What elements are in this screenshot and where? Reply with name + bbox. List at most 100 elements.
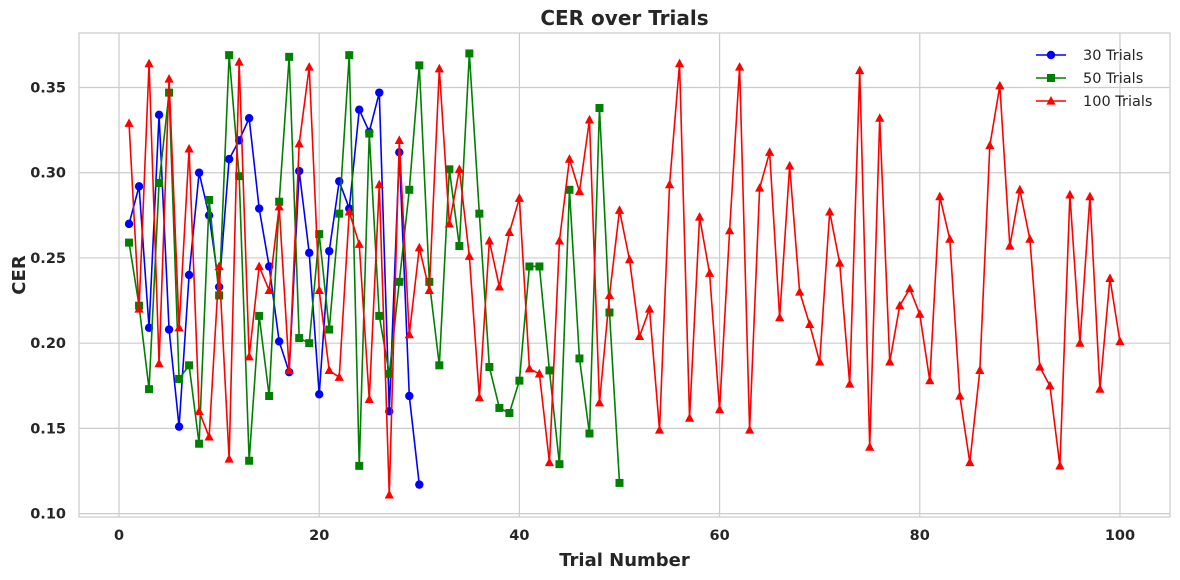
series-2-point xyxy=(225,51,234,60)
series-2-point xyxy=(215,291,224,300)
series-3-point xyxy=(745,425,755,434)
plot-area xyxy=(78,32,1171,518)
series-3-point xyxy=(534,368,545,378)
series-1-point xyxy=(355,105,364,114)
series-2-point xyxy=(595,103,604,112)
series-3-point xyxy=(634,331,645,340)
series-3-point xyxy=(204,431,214,441)
series-2-point xyxy=(195,439,204,448)
series-3-point xyxy=(414,242,424,252)
series-1-point xyxy=(244,114,254,123)
series-2-point xyxy=(585,429,594,438)
series-3-point xyxy=(805,319,815,329)
series-3-point xyxy=(284,365,294,375)
series-2-point xyxy=(345,51,354,60)
series-3-point xyxy=(895,300,905,310)
series-3-point xyxy=(1075,338,1085,347)
legend-marker xyxy=(1047,74,1055,82)
series-3-point xyxy=(985,140,995,150)
series-3-point xyxy=(975,365,985,375)
series-2-point xyxy=(285,52,294,61)
series-3-point xyxy=(925,375,935,385)
series-1-point xyxy=(174,422,184,431)
series-3-point xyxy=(694,212,705,221)
series-2-point xyxy=(185,361,194,370)
series-3-point xyxy=(304,62,314,71)
series-3-point xyxy=(524,363,535,373)
series-3-point xyxy=(624,254,635,264)
y-tick-label: 0.10 xyxy=(30,507,66,523)
series-group xyxy=(124,49,1125,499)
y-tick-label: 0.20 xyxy=(30,336,66,352)
series-2-point xyxy=(575,354,584,363)
x-tick-label: 100 xyxy=(1105,528,1135,544)
series-3-point xyxy=(464,251,474,260)
series-3-point xyxy=(1065,189,1075,199)
series-2-point xyxy=(415,61,424,70)
series-1-point xyxy=(325,246,334,256)
series-2-point xyxy=(465,49,474,58)
series-3-point xyxy=(474,392,484,402)
series-3-point xyxy=(544,457,555,467)
series-2-point xyxy=(565,185,574,194)
series-2-point xyxy=(545,366,554,375)
series-3-point xyxy=(404,329,414,339)
series-3-point xyxy=(915,309,925,318)
series-2-point xyxy=(455,242,464,251)
series-3-point xyxy=(795,287,805,296)
series-3-point xyxy=(244,351,254,361)
series-2-point xyxy=(385,369,394,378)
series-3-point xyxy=(324,365,334,375)
x-tick-label: 80 xyxy=(910,528,930,544)
series-3-point xyxy=(554,235,565,245)
y-tick-labels: 0.10 0.15 0.20 0.25 0.30 0.35 xyxy=(30,81,66,523)
series-1-point xyxy=(224,154,234,164)
series-3-point xyxy=(865,442,875,451)
series-3-point xyxy=(184,143,194,153)
series-3-point xyxy=(354,239,364,248)
series-3-point xyxy=(654,425,665,434)
series-2-point xyxy=(155,178,164,187)
series-2-point xyxy=(605,308,614,317)
series-1-point xyxy=(274,337,284,346)
series-3-point xyxy=(955,391,965,400)
series-3-point xyxy=(905,283,915,293)
series-2-point xyxy=(365,129,374,138)
series-1-point xyxy=(305,248,314,258)
series-3-point xyxy=(214,261,224,271)
series-2 xyxy=(125,49,624,487)
series-3-point xyxy=(825,206,835,216)
series-2-point xyxy=(245,456,254,465)
series-3-point xyxy=(1035,362,1045,371)
series-1-point xyxy=(405,391,414,401)
series-2-point xyxy=(175,374,184,383)
series-2-point xyxy=(295,334,304,343)
series-3-point xyxy=(1095,384,1105,393)
y-axis-label: CER xyxy=(9,255,30,295)
series-1-point xyxy=(134,182,144,191)
series-3-point xyxy=(314,285,324,294)
series-2-point xyxy=(335,209,344,218)
series-3-point xyxy=(234,56,244,66)
series-3-point xyxy=(264,285,274,294)
series-3-point xyxy=(875,113,885,122)
grid-lines xyxy=(79,33,1170,517)
series-3-point xyxy=(164,74,174,83)
series-3-point xyxy=(434,63,444,73)
legend-marker xyxy=(1046,50,1056,60)
series-3-point xyxy=(1015,184,1025,194)
series-3-point xyxy=(504,227,514,236)
legend-label: 30 Trials xyxy=(1083,48,1143,64)
legend: 30 Trials 50 Trials 100 Trials xyxy=(1036,48,1152,110)
series-3-point xyxy=(1025,234,1035,243)
series-3 xyxy=(124,56,1125,499)
series-2-point xyxy=(325,325,334,334)
series-2-point xyxy=(375,311,384,320)
series-3-point xyxy=(674,58,685,68)
series-3-point xyxy=(574,186,585,196)
series-3-point xyxy=(644,304,655,313)
series-1-point xyxy=(254,204,264,213)
series-3-point xyxy=(254,261,264,271)
series-3-point xyxy=(755,183,765,192)
